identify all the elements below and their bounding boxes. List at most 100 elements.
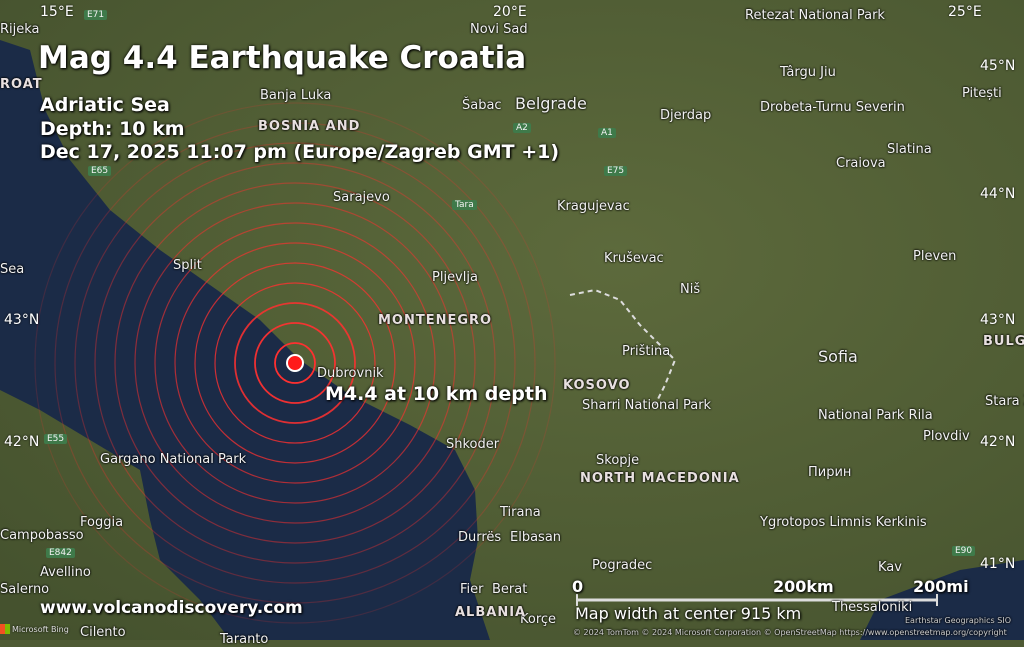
intensity-ring — [74, 142, 516, 584]
city-label: Salerno — [0, 582, 50, 597]
city-label: Banja Luka — [260, 88, 332, 103]
epicenter-marker — [286, 354, 304, 372]
city-label: Tirana — [500, 505, 541, 520]
lat-label: 43°N — [980, 312, 1016, 328]
road-shield: Tara — [452, 200, 477, 210]
city-label: Niš — [680, 282, 701, 297]
lat-label: 43°N — [4, 312, 40, 328]
city-label: Elbasan — [510, 530, 562, 545]
city-label: Berat — [492, 582, 528, 597]
intensity-ring — [234, 302, 356, 424]
lon-label: 20°E — [493, 4, 527, 20]
microsoft-logo-icon — [0, 624, 10, 634]
city-label: Kragujevac — [557, 199, 630, 214]
lat-label: 41°N — [980, 556, 1016, 572]
website-link[interactable]: www.volcanodiscovery.com — [40, 598, 303, 618]
city-label: Gargano National Park — [100, 452, 247, 467]
shaking-circles — [34, 102, 556, 624]
city-label: Fier — [460, 582, 484, 597]
road-shield: E55 — [44, 434, 68, 444]
city-label: Korçe — [520, 612, 557, 627]
aegean-sea — [860, 560, 1024, 640]
road-shield: E65 — [88, 166, 112, 176]
road-shield: E71 — [84, 10, 108, 20]
city-label: Durrës — [458, 530, 502, 545]
city-label: Dubrovnik — [317, 366, 384, 381]
intensity-ring — [94, 162, 496, 564]
city-label: National Park Rila — [818, 408, 933, 423]
map-width-text: Map width at center 915 km — [575, 604, 802, 623]
city-label: Skopje — [596, 453, 640, 468]
intensity-ring — [194, 262, 396, 464]
city-label: Sea — [0, 262, 25, 277]
city-label: Kav — [878, 560, 902, 575]
region-text: Adriatic Sea — [40, 94, 170, 116]
city-label: Djerdap — [660, 108, 712, 123]
country-label: ALBANIA — [455, 605, 527, 620]
city-label: Пирин — [808, 465, 852, 480]
road-shield: E75 — [604, 166, 628, 176]
intensity-ring — [154, 222, 436, 504]
depth-text: Depth: 10 km — [40, 118, 185, 140]
intensity-ring — [114, 182, 476, 544]
city-label: Ygrotopos Limnis Kerkinis — [760, 515, 927, 530]
city-label: Pljevlja — [432, 270, 478, 285]
adriatic-sea — [0, 40, 490, 640]
city-label: Novi Sad — [470, 22, 528, 37]
intensity-ring — [274, 342, 316, 384]
lat-label: 44°N — [980, 186, 1016, 202]
city-label: Rijeka — [0, 22, 40, 37]
country-label: ROAT — [0, 77, 43, 92]
intensity-ring — [134, 202, 456, 524]
scale-km: 200km — [773, 577, 834, 596]
city-label: Sofia — [818, 347, 858, 366]
brand-text: Microsoft Bing — [12, 624, 69, 634]
city-label: Šabac — [462, 98, 502, 113]
lon-label: 25°E — [948, 4, 982, 20]
attribution[interactable]: © 2024 TomTom © 2024 Microsoft Corporati… — [573, 628, 1007, 637]
kosovo-border — [569, 288, 677, 406]
country-label: KOSOVO — [563, 378, 631, 393]
city-label: Thessaloniki — [832, 600, 913, 615]
city-label: Shkoder — [446, 437, 500, 452]
city-label: Cilento — [80, 625, 126, 640]
city-label: Sarajevo — [333, 190, 390, 205]
quake-label: M4.4 at 10 km depth — [325, 383, 548, 405]
city-label: Priština — [622, 344, 671, 359]
datetime-text: Dec 17, 2025 11:07 pm (Europe/Zagreb GMT… — [40, 141, 560, 163]
city-label: Craiova — [836, 156, 886, 171]
lon-label: 15°E — [40, 4, 74, 20]
city-label: Belgrade — [515, 94, 587, 113]
country-label: NORTH MACEDONIA — [580, 471, 740, 486]
city-label: Plovdiv — [923, 429, 970, 444]
road-shield: A2 — [513, 123, 531, 133]
country-label: MONTENEGRO — [378, 313, 493, 328]
intensity-ring — [54, 122, 536, 604]
scale-mi: 200mi — [913, 577, 969, 596]
country-label: BULGA — [983, 334, 1024, 349]
city-label: Sharri National Park — [582, 398, 712, 413]
intensity-ring — [174, 242, 416, 484]
city-label: Pitești — [962, 86, 1002, 101]
page-title: Mag 4.4 Earthquake Croatia — [38, 40, 527, 76]
city-label: Târgu Jiu — [780, 65, 836, 80]
intensity-ring — [214, 282, 376, 444]
city-label: Slatina — [887, 142, 932, 157]
imagery-provider: Earthstar Geographics SIO — [905, 616, 1011, 625]
scale-zero: 0 — [572, 577, 584, 596]
lat-label: 45°N — [980, 58, 1016, 74]
city-label: Campobasso — [0, 528, 84, 543]
bing-logo: Microsoft Bing — [0, 624, 69, 634]
city-label: Pleven — [913, 249, 957, 264]
country-label: BOSNIA AND — [258, 119, 361, 134]
intensity-ring — [34, 102, 556, 624]
city-label: Pogradec — [592, 558, 653, 573]
city-label: Stara Z — [985, 394, 1024, 409]
intensity-ring — [254, 322, 336, 404]
city-label: Split — [173, 258, 202, 273]
city-label: Avellino — [40, 565, 91, 580]
road-shield: E842 — [46, 548, 75, 558]
city-label: Kruševac — [604, 251, 664, 266]
city-label: Foggia — [80, 515, 124, 530]
